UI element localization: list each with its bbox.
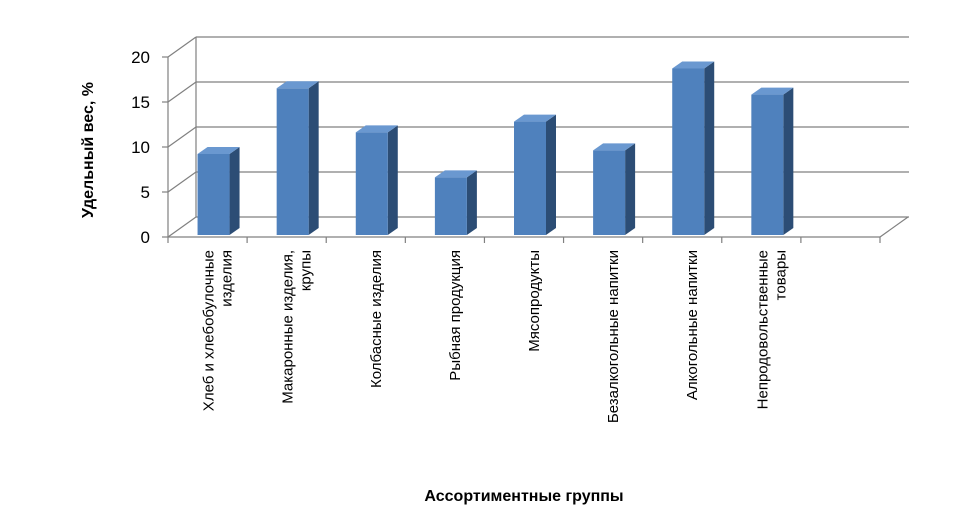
bar-top [276,81,319,89]
x-category-label: Безалкогольные напитки [605,250,622,423]
gridline-diagonal [167,126,197,148]
bar-front [672,68,705,235]
bar-front [593,150,626,235]
bar [672,61,715,235]
bar-side [387,125,398,235]
bar-top [355,125,398,133]
bar [434,170,477,235]
y-tick-label: 10 [131,138,150,157]
x-category-label-line: товары [772,250,789,300]
x-category-label-line: Мясопродукты [526,250,543,352]
x-category-label-line: Хлеб и хлебобулочные [201,250,218,411]
y-tick-label: 0 [141,228,150,247]
x-category-label: Хлеб и хлебобулочныеизделия [201,250,236,411]
bar-top [434,170,477,178]
gridline-diagonal [167,81,197,103]
y-tick-label: 5 [141,183,150,202]
bar-side [546,114,556,235]
bar-top [593,143,636,151]
x-category-label-line: крупы [298,250,315,291]
y-tick-label: 15 [131,93,150,112]
x-category-label: Рыбная продукция [447,250,464,381]
bar-top [672,61,715,69]
x-category-label-line: Колбасные изделия [368,250,385,388]
bar-front [355,132,388,235]
bar-top [751,87,794,95]
gridline-diagonal [167,36,197,58]
x-category-label-line: изделия [219,250,236,307]
bar-top [514,114,556,122]
bars-layer [197,61,794,235]
bar [276,81,319,235]
bar-front [276,88,309,235]
bar-side [466,170,477,235]
bar-front [514,121,546,235]
bar-side [308,81,319,235]
bar [197,147,240,235]
bar-side [704,61,715,235]
bar-side [625,143,636,235]
bar-side [229,147,240,235]
gridline-diagonal [167,216,197,238]
bar [593,143,636,235]
x-category-label: Макаронные изделия,крупы [280,250,315,404]
floor-right-edge [879,216,909,238]
x-category-label-line: Рыбная продукция [447,250,464,381]
bar-front [197,154,230,235]
bar [355,125,398,235]
x-category-label: Колбасные изделия [368,250,385,388]
x-category-label: Непродовольственныетовары [754,250,789,409]
x-category-label-line: Алкогольные напитки [684,250,701,400]
bar-front [751,94,784,235]
x-axis-title: Ассортиментные группы [424,488,623,505]
x-category-label-line: Макаронные изделия, [280,250,297,404]
y-axis-title: Удельный вес, % [80,82,97,218]
bar-top [197,147,240,154]
y-tick-labels: 0 5 10 15 20 [131,48,168,247]
x-category-label: Мясопродукты [526,250,543,352]
x-category-labels: Хлеб и хлебобулочныеизделия Макаронные из… [201,250,790,423]
x-category-label: Алкогольные напитки [684,250,701,400]
bar [514,114,556,235]
bar [751,87,794,235]
y-tick-label: 20 [131,48,150,67]
gridline-diagonal [167,171,197,193]
bar-front [434,177,467,235]
x-category-label-line: Непродовольственные [754,250,771,409]
bar-side [783,87,794,235]
x-category-label-line: Безалкогольные напитки [605,250,622,423]
